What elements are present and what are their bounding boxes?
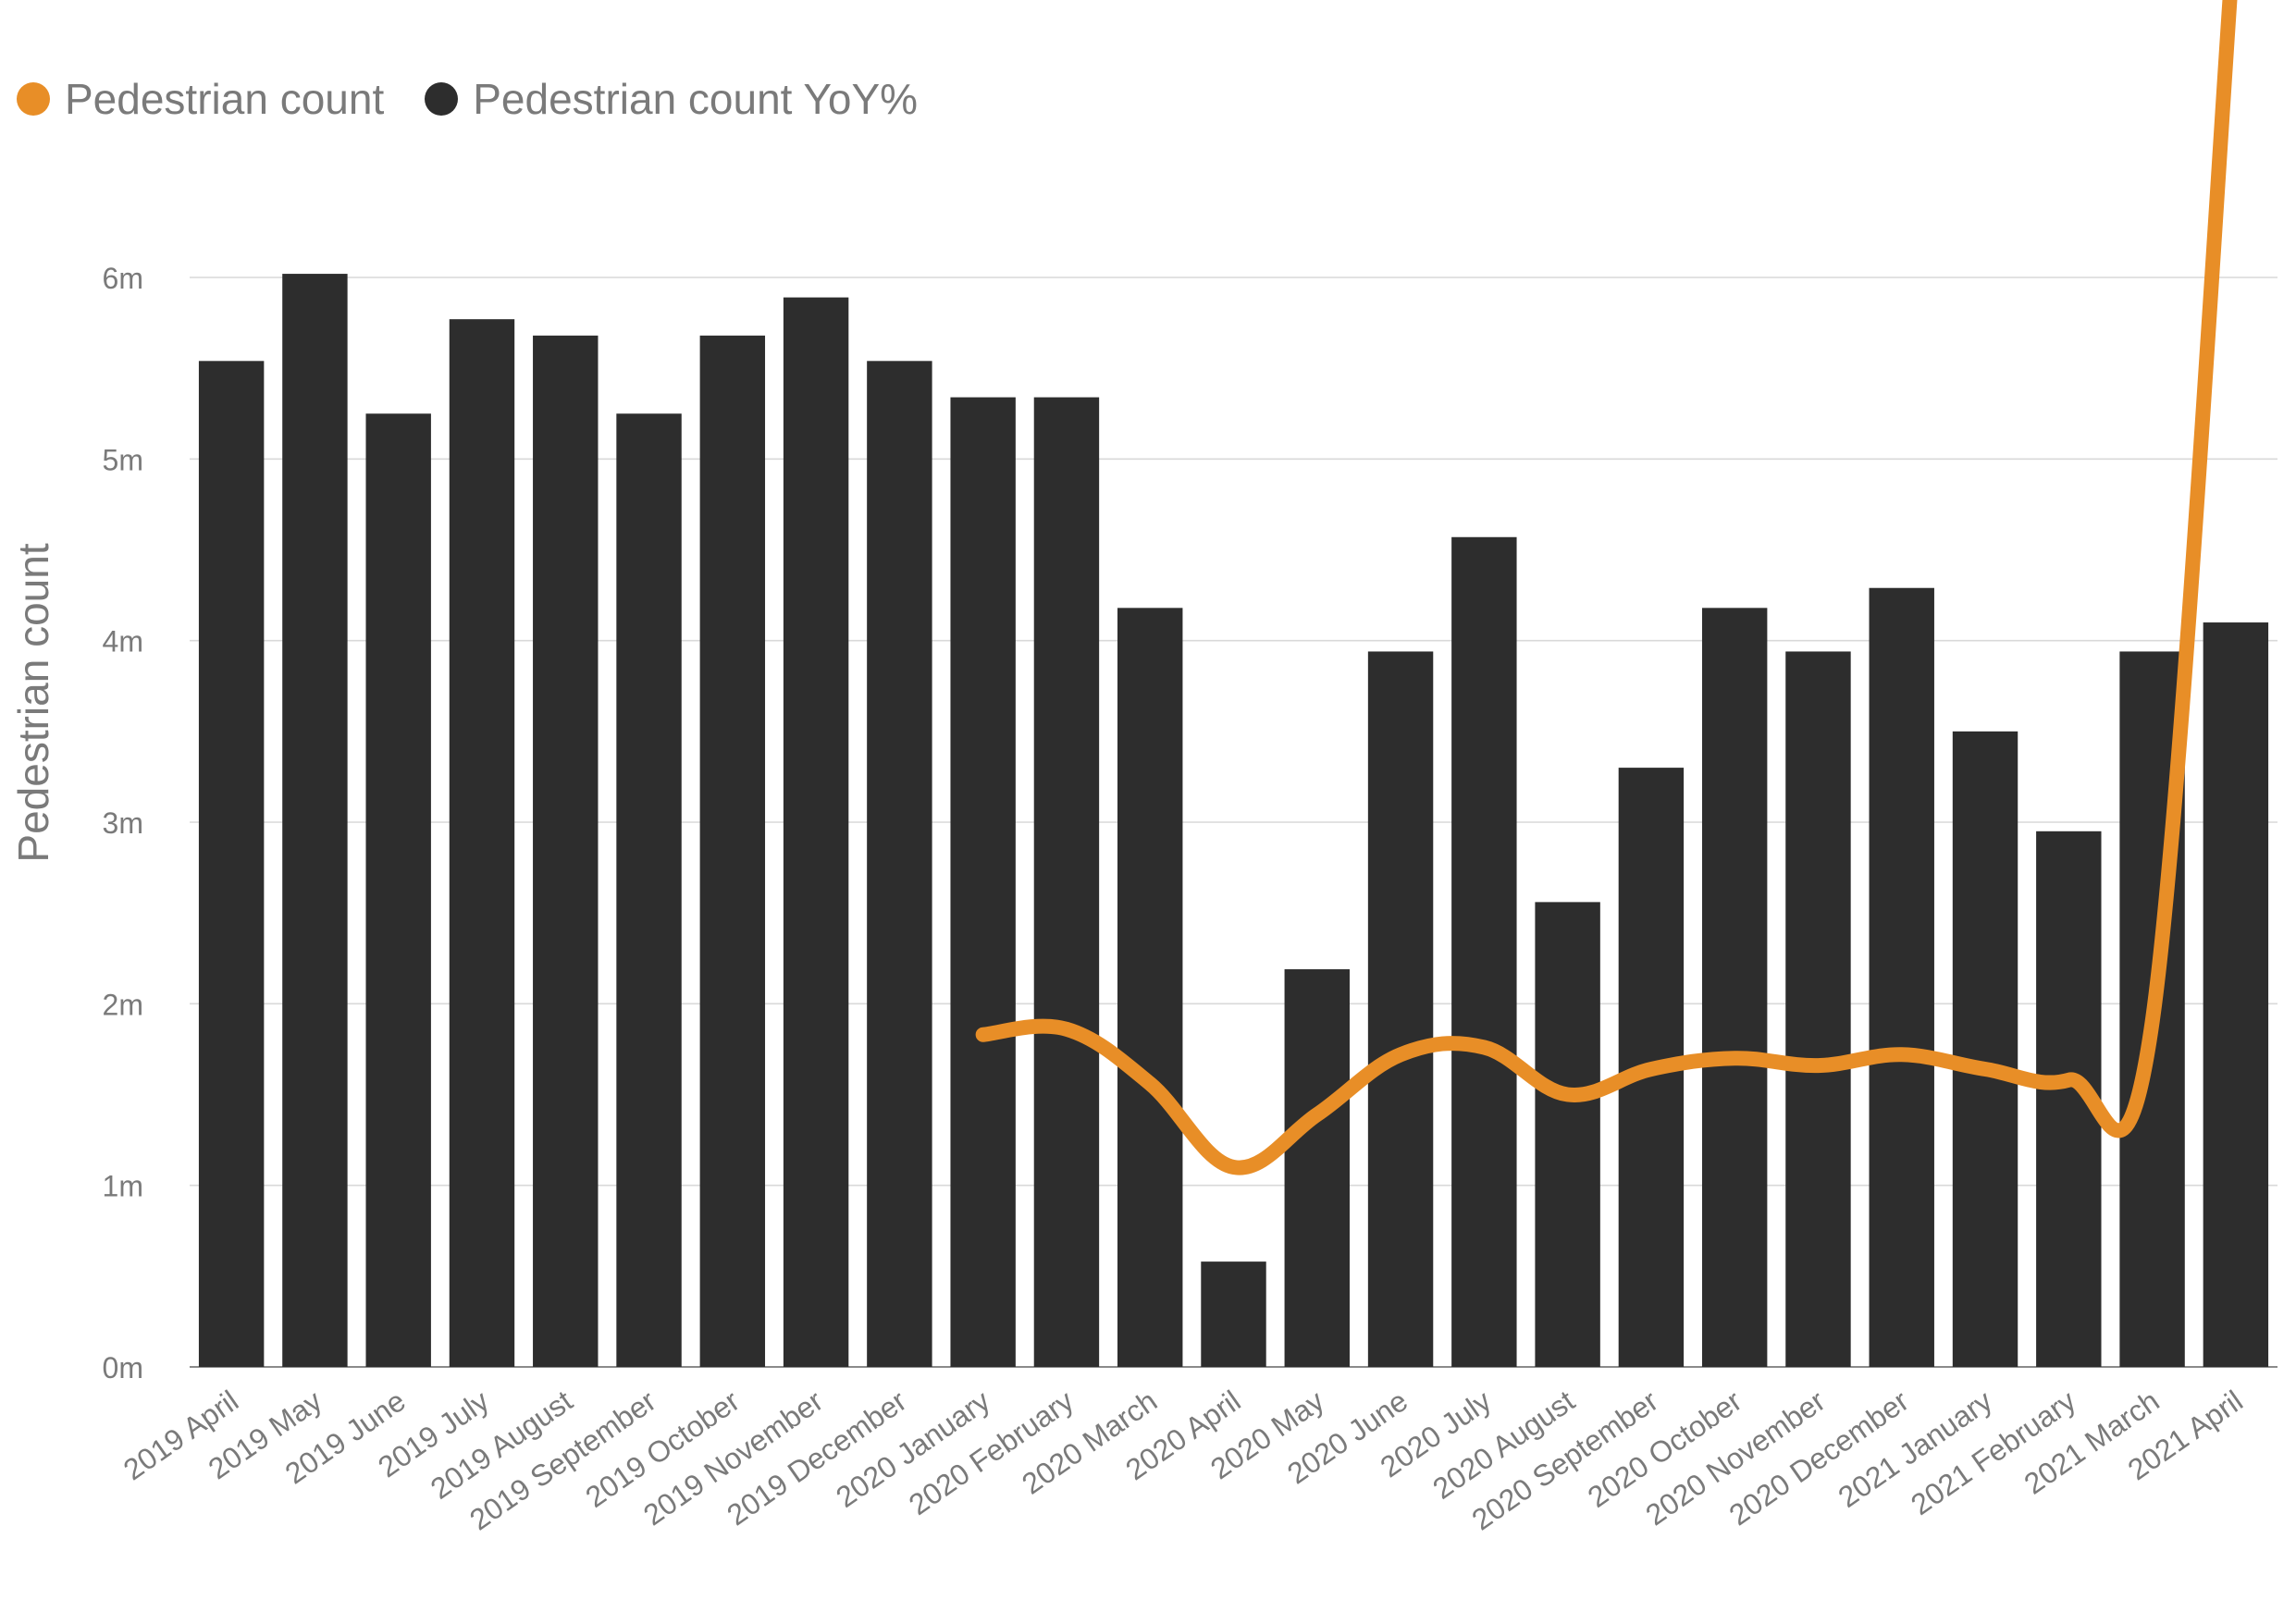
bar [950,397,1016,1368]
bar [1201,1261,1266,1367]
bar [1284,969,1350,1367]
bar [449,319,515,1367]
y-tick-label: 6m [103,262,143,295]
bar [867,361,932,1367]
y-axis-title: Pedestrian count [9,543,57,863]
y-tick-label: 1m [103,1170,143,1203]
y-tick-label: 4m [103,625,143,658]
bar [1367,651,1434,1367]
y-tick-label: 3m [103,806,143,840]
bar [2203,622,2269,1367]
bar [783,297,849,1367]
bar [1535,902,1600,1367]
legend-item-pedestrian-count-yoy[interactable]: Pedestrian count YoY% [425,74,918,124]
bar [1701,608,1768,1367]
orange-dot-icon [17,82,50,116]
legend-label: Pedestrian count [65,75,385,123]
bar [1117,608,1183,1367]
y-tick-label: 0m [103,1351,143,1384]
bar-series [198,274,2269,1368]
series-line [975,0,2238,1175]
y-tick-labels: 0m 1m 2m 3m 4m 5m 6m [103,262,143,1384]
bar [198,361,265,1367]
legend: Pedestrian count Pedestrian count YoY% [17,74,918,124]
bar [1952,731,2018,1367]
bar [1785,651,1851,1367]
dark-dot-icon [425,82,459,116]
bar [533,335,599,1367]
y-tick-label: 2m [103,988,143,1021]
bar [365,413,431,1367]
bar [699,335,766,1367]
bar [616,413,682,1367]
y-tick-label: 5m [103,443,143,476]
bar [1451,536,1517,1367]
bar [282,274,348,1367]
bar [1033,397,1100,1368]
legend-item-pedestrian-count[interactable]: Pedestrian count [17,74,384,124]
legend-label: Pedestrian count YoY% [473,75,919,123]
line-series [975,0,2238,1175]
bar [1869,587,1934,1367]
